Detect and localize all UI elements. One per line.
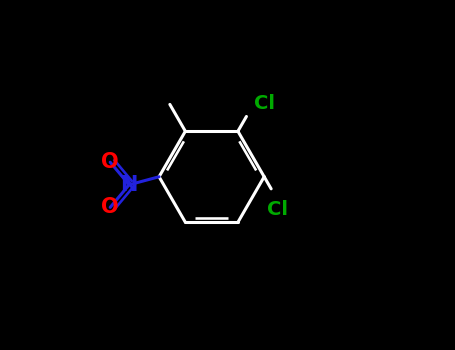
- Text: Cl: Cl: [267, 199, 288, 218]
- Text: Cl: Cl: [254, 93, 275, 113]
- Text: O: O: [101, 152, 119, 172]
- Text: N: N: [121, 175, 138, 195]
- Text: O: O: [101, 197, 119, 217]
